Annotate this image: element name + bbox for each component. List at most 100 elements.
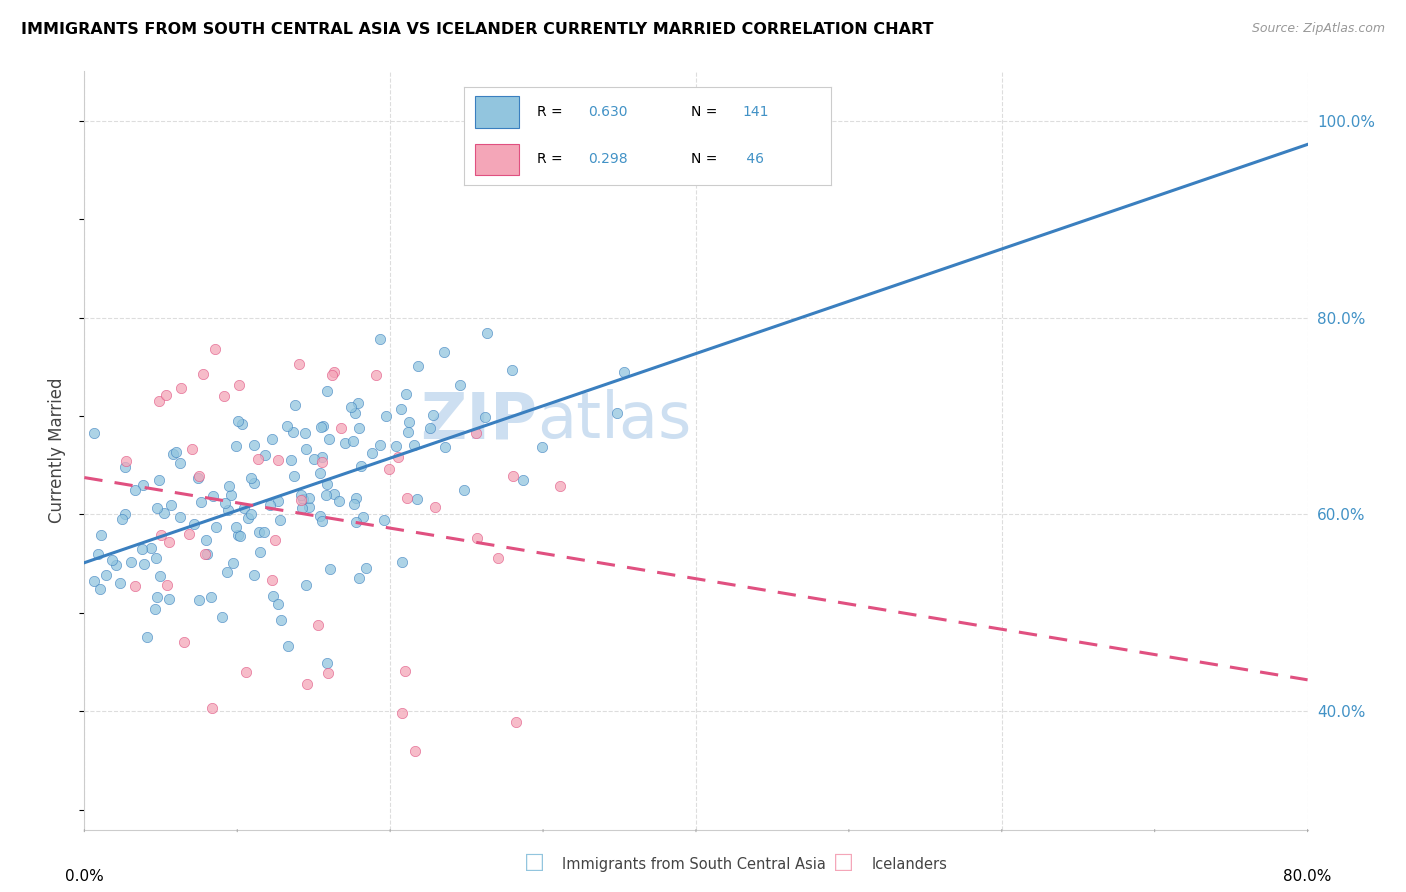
Point (141, 541, 163, 555)
Point (267, 452, 290, 467)
Point (291, 500, 314, 515)
Point (318, 666, 340, 681)
Point (290, 488, 312, 502)
Point (344, 491, 367, 505)
Text: Immigrants from South Central Asia: Immigrants from South Central Asia (562, 857, 827, 872)
Point (370, 438, 392, 452)
Point (321, 368, 343, 383)
Point (190, 495, 212, 509)
Point (169, 457, 191, 471)
Point (548, 479, 571, 493)
Point (298, 491, 321, 505)
Point (218, 479, 240, 493)
Point (344, 515, 367, 529)
Point (247, 524, 270, 539)
Point (111, 511, 134, 525)
Point (254, 448, 277, 462)
Point (160, 498, 183, 512)
Point (143, 602, 166, 616)
Point (347, 421, 370, 435)
Text: Source: ZipAtlas.com: Source: ZipAtlas.com (1251, 22, 1385, 36)
Point (89, 582, 111, 596)
Point (136, 630, 159, 644)
Point (145, 590, 167, 604)
Point (309, 466, 332, 480)
Point (188, 468, 211, 483)
Point (465, 426, 488, 441)
Point (145, 550, 167, 565)
Point (402, 437, 425, 451)
Point (266, 597, 288, 611)
Point (148, 393, 170, 408)
Point (501, 363, 523, 377)
Point (395, 491, 418, 505)
Point (328, 494, 350, 508)
Point (188, 592, 211, 607)
Text: 0.0%: 0.0% (65, 869, 104, 884)
Point (239, 471, 262, 485)
Point (323, 365, 346, 379)
Point (236, 511, 259, 525)
Point (153, 506, 176, 520)
Point (83, 425, 105, 440)
Point (316, 656, 339, 670)
Point (150, 527, 173, 541)
Point (263, 533, 285, 547)
Text: □: □ (834, 853, 853, 872)
Point (370, 332, 392, 346)
Point (269, 513, 291, 527)
Point (247, 452, 270, 467)
Point (83, 574, 105, 589)
Point (104, 558, 127, 573)
Point (423, 500, 446, 515)
Point (260, 573, 283, 587)
Point (243, 476, 266, 491)
Point (311, 514, 333, 528)
Point (200, 590, 222, 604)
Y-axis label: Currently Married: Currently Married (48, 377, 66, 524)
Text: 80.0%: 80.0% (1284, 869, 1331, 884)
Point (322, 487, 344, 501)
Point (292, 491, 315, 506)
Point (162, 447, 184, 461)
Point (422, 408, 444, 422)
Point (347, 571, 370, 585)
Point (225, 520, 247, 534)
Point (114, 508, 136, 522)
Point (232, 501, 254, 516)
Point (449, 378, 471, 392)
Point (225, 439, 247, 453)
Point (352, 509, 374, 524)
Point (276, 418, 298, 433)
Point (389, 402, 412, 417)
Point (302, 451, 325, 466)
Text: IMMIGRANTS FROM SOUTH CENTRAL ASIA VS ICELANDER CURRENTLY MARRIED CORRELATION CH: IMMIGRANTS FROM SOUTH CENTRAL ASIA VS IC… (21, 22, 934, 37)
Point (346, 396, 368, 410)
Point (398, 415, 420, 429)
Point (315, 488, 337, 502)
Point (260, 433, 283, 447)
Point (115, 454, 138, 468)
Point (217, 503, 239, 517)
Point (243, 568, 266, 582)
Point (219, 488, 242, 502)
Point (378, 462, 401, 476)
Point (312, 419, 335, 434)
Point (475, 326, 498, 340)
Point (294, 578, 316, 592)
Point (120, 555, 142, 569)
Point (408, 359, 430, 374)
Point (87, 547, 110, 561)
Point (309, 508, 332, 523)
Text: ZIP: ZIP (420, 389, 537, 451)
Point (474, 409, 496, 424)
Point (239, 508, 262, 522)
Text: atlas: atlas (537, 389, 692, 451)
Point (124, 579, 146, 593)
Point (318, 432, 340, 446)
Point (94, 568, 117, 582)
Point (502, 469, 524, 483)
Point (294, 442, 316, 457)
Point (404, 744, 426, 758)
Point (266, 494, 288, 508)
